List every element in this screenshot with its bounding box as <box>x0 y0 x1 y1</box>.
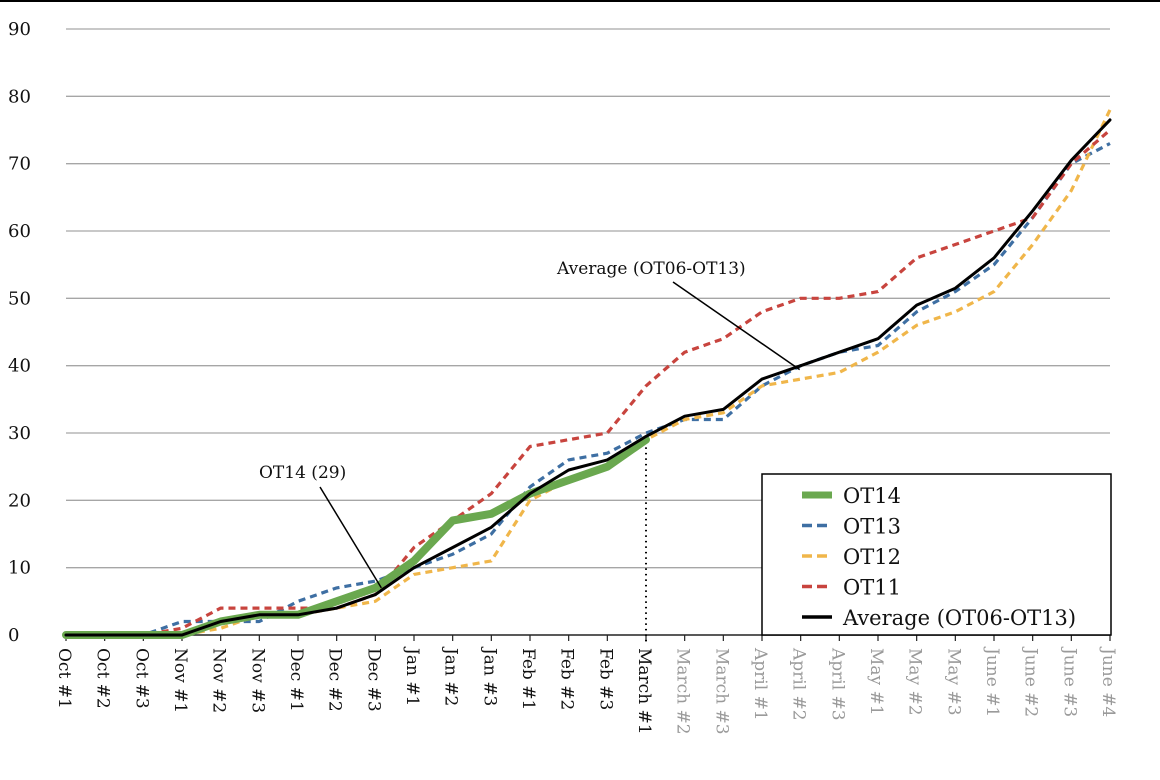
legend-label: OT13 <box>843 515 901 539</box>
y-axis-ticks: 0 10 20 30 40 50 60 70 80 90 <box>8 19 31 646</box>
y-tick-label: 90 <box>8 19 31 40</box>
x-tick-label: April #2 <box>789 647 809 721</box>
x-tick-label: Feb #1 <box>518 648 538 710</box>
x-axis <box>65 634 1111 641</box>
x-tick-label: Dec #3 <box>363 648 383 712</box>
x-tick-label: Nov #1 <box>170 648 190 713</box>
x-tick-label: Dec #1 <box>286 648 306 712</box>
x-axis-ticks: Oct #1 Oct #2 Oct #3 Nov #1 Nov #2 Nov #3 Dec … <box>54 646 1118 735</box>
series-line-average-ot06-ot13 <box>64 118 1112 637</box>
annotation-leader-line <box>319 486 382 589</box>
y-tick-label: 60 <box>8 221 31 242</box>
annotations: Average (OT06-OT13) OT14 (29) <box>259 259 801 589</box>
y-tick-label: 40 <box>8 356 31 377</box>
series-lines <box>62 109 1112 639</box>
legend-label: OT12 <box>843 545 901 569</box>
x-tick-label: Dec #2 <box>325 648 345 712</box>
x-tick-label: June #1 <box>982 646 1002 717</box>
y-tick-label: 70 <box>8 154 31 175</box>
annotation-label: OT14 (29) <box>259 463 346 483</box>
y-tick-label: 10 <box>8 558 31 579</box>
x-tick-label: Jan #2 <box>441 646 461 706</box>
x-tick-label: June #4 <box>1098 646 1118 717</box>
series-line-ot13 <box>66 142 1111 637</box>
x-tick-label: Feb #2 <box>557 648 577 710</box>
legend-label: OT11 <box>843 576 901 600</box>
legend: OT14 OT13 OT12 OT11 Average (OT06-OT13) <box>761 473 1112 636</box>
series-line-ot11 <box>66 128 1112 637</box>
series-line-ot12 <box>66 109 1112 637</box>
y-tick-label: 0 <box>8 625 19 646</box>
annotation-label: Average (OT06-OT13) <box>556 259 746 279</box>
x-tick-label: Oct #2 <box>93 648 113 709</box>
x-tick-label: Nov #2 <box>209 648 229 713</box>
x-tick-label: Oct #1 <box>54 648 74 709</box>
x-tick-label: March #2 <box>673 648 693 735</box>
x-tick-label: April #1 <box>750 647 770 721</box>
x-tick-label: Feb #3 <box>595 648 615 710</box>
gridlines <box>66 28 1110 569</box>
annotation-leader-line <box>672 281 801 371</box>
legend-label: OT14 <box>843 484 901 508</box>
y-tick-label: 50 <box>8 288 31 309</box>
legend-label: Average (OT06-OT13) <box>842 606 1076 630</box>
x-tick-label: Nov #3 <box>247 648 267 713</box>
x-tick-label: Jan #3 <box>479 646 499 706</box>
x-tick-label: May #3 <box>943 648 963 716</box>
x-tick-label: May #1 <box>866 648 886 716</box>
y-tick-label: 20 <box>8 490 31 511</box>
y-tick-label: 80 <box>8 86 31 107</box>
x-tick-label: June #3 <box>1059 646 1079 717</box>
x-tick-label: Jan #1 <box>402 646 422 706</box>
x-tick-label: Oct #3 <box>131 648 151 709</box>
y-tick-label: 30 <box>8 423 31 444</box>
x-tick-label: March #1 <box>634 648 654 735</box>
x-tick-label: March #3 <box>711 648 731 735</box>
x-tick-label: May #2 <box>905 648 925 716</box>
x-tick-label: April #3 <box>827 647 847 721</box>
x-tick-label: June #2 <box>1021 646 1041 717</box>
